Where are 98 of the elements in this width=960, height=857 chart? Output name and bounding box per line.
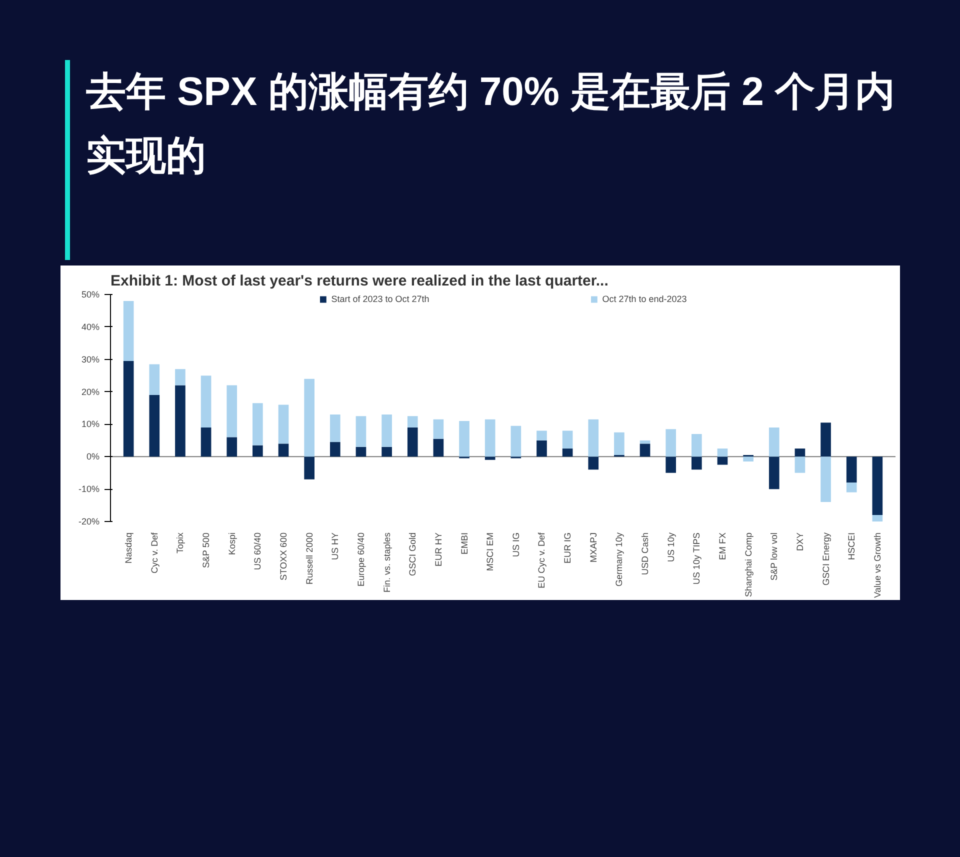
x-tick-label: S&P 500: [201, 532, 212, 568]
legend-label: Start of 2023 to Oct 27th: [331, 294, 430, 304]
x-tick-label: EM FX: [717, 532, 728, 560]
bar: [743, 456, 754, 462]
x-tick-label: STOXX 600: [278, 532, 289, 580]
bar: [433, 419, 444, 439]
bar: [872, 456, 883, 516]
x-tick-label: EMBI: [459, 532, 470, 555]
x-tick-label: Europe 60/40: [356, 532, 366, 587]
x-tick-label: HSCEI: [846, 532, 857, 560]
y-tick-label: 50%: [81, 290, 100, 300]
bar: [640, 444, 650, 457]
bar: [588, 456, 599, 470]
x-tick-label: Kospi: [226, 532, 237, 556]
x-tick-label: S&P low vol: [769, 532, 780, 581]
bar: [614, 432, 624, 456]
y-tick-label: 20%: [81, 386, 100, 397]
bar: [872, 515, 883, 522]
bar: [794, 456, 806, 473]
bar: [278, 404, 289, 444]
bar: [330, 442, 340, 457]
x-tick-label: Russell 2000: [304, 532, 314, 585]
bar: [768, 456, 780, 490]
y-tick-label: 0%: [86, 452, 100, 462]
bar: [666, 456, 676, 473]
y-tick-label: 30%: [81, 354, 100, 364]
x-tick-label: Germany 10y: [614, 532, 624, 587]
x-tick-label: US 10y: [666, 532, 676, 562]
x-tick-label: EU Cyc v. Def: [536, 532, 547, 588]
bar: [200, 427, 212, 457]
bar: [717, 448, 728, 457]
bar: [123, 360, 134, 457]
bar: [794, 448, 806, 457]
x-tick-label: Nasdaq: [124, 532, 134, 564]
bar: [510, 426, 522, 457]
bar: [304, 456, 314, 480]
x-tick-label: Fin. vs. staples: [382, 532, 392, 593]
bar: [252, 445, 263, 457]
bar: [562, 430, 573, 449]
x-tick-label: EUR HY: [433, 532, 444, 567]
bar: [356, 446, 366, 457]
bar: [200, 376, 212, 428]
y-tick-label: -20%: [78, 516, 100, 526]
bar: [175, 369, 186, 386]
bar: [226, 437, 238, 457]
x-tick-label: DXY: [794, 532, 805, 552]
x-tick-label: US 10y TIPS: [692, 532, 702, 585]
bar: [278, 444, 289, 457]
chart-subtitle: Exhibit 1: Most of last year's returns were realized in the last quarter...: [110, 272, 608, 290]
bar: [484, 419, 496, 457]
bar: [407, 427, 418, 457]
bar: [407, 416, 418, 428]
x-tick-label: GSCI Gold: [408, 532, 418, 576]
bar: [433, 438, 444, 457]
bar: [123, 300, 134, 361]
bar: [484, 456, 496, 460]
bar: [846, 456, 857, 483]
bar: [692, 434, 702, 457]
bar: [252, 403, 263, 446]
y-tick-label: -10%: [78, 484, 100, 494]
x-tick-label: US IG: [510, 532, 521, 558]
bar: [226, 385, 238, 438]
bar: [356, 416, 366, 447]
bar: [536, 440, 547, 457]
bar: [459, 420, 470, 457]
bar: [640, 440, 650, 444]
y-tick-label: 40%: [81, 322, 100, 332]
x-tick-label: Topix: [175, 532, 186, 554]
y-tick-label: 10%: [81, 419, 100, 430]
bar: [149, 395, 160, 457]
x-tick-label: EUR IG: [562, 532, 573, 564]
x-tick-label: MXAPJ: [588, 532, 598, 563]
bar: [820, 456, 831, 502]
bar: [666, 429, 676, 457]
bar: [846, 482, 857, 492]
bar: [717, 456, 728, 465]
x-tick-label: US HY: [330, 532, 340, 560]
x-tick-label: MSCI EM: [485, 532, 496, 571]
bar: [820, 422, 831, 457]
chart-title: 去年 SPX 的涨幅有约 70% 是在最后 2 个月内实现的: [86, 69, 896, 180]
x-tick-label: Shanghai Comp: [743, 532, 754, 598]
x-tick-label: USD Cash: [640, 532, 650, 576]
legend-label: Oct 27th to end-2023: [602, 294, 687, 304]
x-tick-label: Value vs Growth: [872, 532, 882, 598]
bar: [175, 385, 186, 457]
bar: [149, 364, 160, 396]
x-tick-label: Cyc v. Def: [149, 532, 160, 574]
x-tick-label: US 60/40: [252, 532, 263, 570]
bar: [562, 448, 573, 457]
bar: [382, 414, 392, 447]
bar: [692, 456, 702, 470]
bar: [588, 419, 599, 457]
x-tick-label: GSCI Energy: [820, 532, 831, 586]
bar: [768, 427, 780, 457]
bar: [382, 446, 392, 457]
bar: [536, 430, 547, 440]
bar: [330, 414, 340, 442]
bar: [304, 378, 314, 457]
